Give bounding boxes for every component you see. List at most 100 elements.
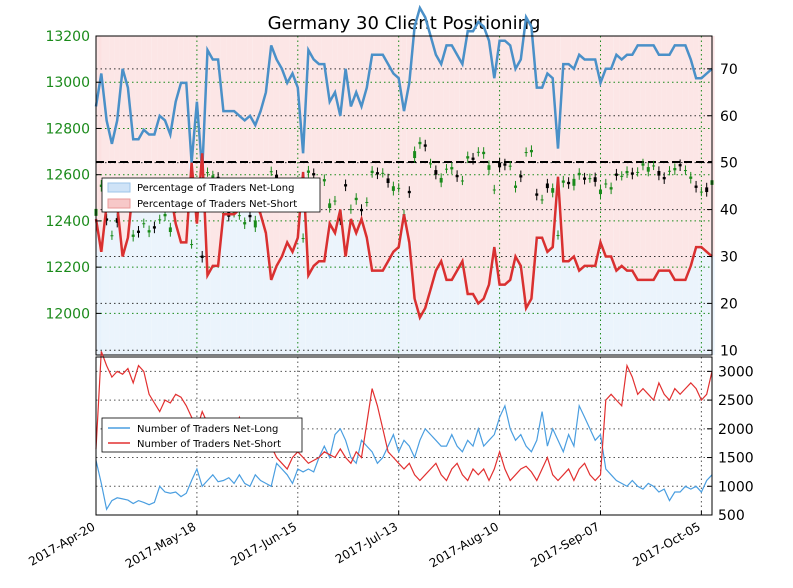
- left-tick-label: 12600: [45, 168, 90, 184]
- candle-body: [115, 218, 119, 223]
- candle-body: [237, 215, 241, 217]
- candle-body: [243, 222, 247, 225]
- net-short-band: [592, 36, 598, 266]
- bottom-panel-gridlines: [95, 357, 712, 516]
- candle-body: [519, 175, 523, 178]
- net-long-band: [704, 251, 710, 355]
- net-short-band: [141, 36, 147, 196]
- right-tick-label: 10: [720, 343, 738, 359]
- net-short-band: [481, 36, 487, 299]
- net-short-band: [321, 36, 328, 262]
- date-tick-label: 2017-Aug-10: [427, 519, 501, 570]
- candle-body: [444, 168, 448, 170]
- right-tick-label: 40: [720, 203, 738, 219]
- net-short-band: [98, 36, 105, 252]
- net-short-band: [284, 36, 290, 243]
- net-long-band: [183, 242, 189, 355]
- net-short-band: [289, 36, 296, 252]
- net-short-band: [342, 36, 349, 257]
- net-short-band: [555, 36, 561, 177]
- net-short-band: [125, 36, 131, 238]
- net-long-band: [528, 298, 535, 355]
- net-long-band: [146, 190, 152, 355]
- net-short-band: [316, 36, 322, 262]
- candle-body: [641, 163, 645, 166]
- net-short-band: [661, 36, 667, 271]
- net-short-band: [587, 36, 593, 266]
- candle-body: [625, 170, 629, 174]
- candle-body: [482, 151, 486, 155]
- net-long-band: [369, 270, 375, 355]
- net-long-band: [279, 256, 285, 355]
- net-long-band: [491, 247, 497, 355]
- left-axis-ticks: 12000 12200 12400 12600 12800 13000 13200: [45, 29, 101, 322]
- net-long-band: [427, 289, 434, 355]
- net-long-band: [273, 265, 280, 355]
- date-tick-label: 2017-May-18: [123, 519, 198, 571]
- candle-body: [328, 203, 332, 208]
- net-long-band: [284, 242, 290, 355]
- net-short-band: [560, 36, 567, 262]
- date-tick-label: 2017-Apr-20: [26, 519, 97, 568]
- net-long-band: [682, 279, 689, 355]
- candle-body: [163, 213, 167, 217]
- net-short-band: [438, 36, 444, 262]
- candle-body: [322, 179, 326, 182]
- net-short-band: [380, 36, 386, 271]
- candle-body: [200, 255, 204, 258]
- candle-body: [312, 173, 316, 176]
- net-short-band: [215, 36, 221, 266]
- net-short-band: [247, 36, 253, 210]
- candle-body: [498, 162, 502, 168]
- candle-body: [131, 234, 135, 237]
- net-long-band: [151, 190, 158, 355]
- net-long-band: [109, 181, 115, 355]
- net-long-band: [650, 279, 657, 355]
- net-long-band: [406, 242, 413, 355]
- net-short-band: [470, 36, 476, 294]
- net-long-band: [640, 279, 646, 355]
- net-short-band: [252, 36, 259, 201]
- net-long-band: [364, 237, 370, 355]
- net-long-band: [295, 237, 301, 355]
- net-long-band: [258, 214, 264, 355]
- candle-body: [211, 175, 215, 178]
- candle-body: [354, 197, 358, 201]
- net-short-band: [119, 36, 126, 257]
- net-long-band: [321, 261, 328, 355]
- candle-body: [487, 165, 491, 170]
- net-long-band: [289, 251, 296, 355]
- net-short-band: [682, 36, 689, 280]
- net-short-band: [465, 36, 471, 294]
- count-tick-label: 2500: [718, 393, 754, 409]
- net-long-band: [534, 237, 540, 355]
- net-short-band: [188, 36, 195, 163]
- candle-body: [668, 170, 672, 172]
- candle-body: [110, 235, 114, 237]
- net-short-band: [449, 36, 455, 280]
- candle-body: [429, 163, 433, 165]
- candle-body: [514, 185, 518, 188]
- candle-body: [418, 141, 422, 145]
- candle-body: [492, 189, 496, 191]
- net-long-band: [603, 256, 609, 355]
- candle-body: [561, 180, 565, 183]
- net-short-band: [704, 36, 710, 252]
- net-short-band: [534, 36, 540, 238]
- net-short-band: [619, 36, 625, 266]
- net-long-band: [433, 270, 439, 355]
- date-tick-label: 2017-Oct-05: [630, 519, 702, 569]
- net-long-band: [417, 317, 423, 355]
- candle-body: [365, 201, 369, 203]
- date-tick-label: 2017-Jun-15: [228, 519, 299, 568]
- candle-body: [168, 227, 172, 233]
- bottom-panel: 500 1000 1500 2000 2500 3000 Number of Trader…: [95, 351, 754, 524]
- net-short-band: [210, 36, 216, 266]
- net-long-band: [635, 279, 641, 355]
- net-short-band: [433, 36, 439, 271]
- net-short-band: [263, 36, 269, 233]
- net-long-band: [581, 265, 588, 355]
- net-long-band: [247, 209, 253, 355]
- candle-body: [556, 235, 560, 237]
- right-tick-label: 20: [720, 296, 738, 312]
